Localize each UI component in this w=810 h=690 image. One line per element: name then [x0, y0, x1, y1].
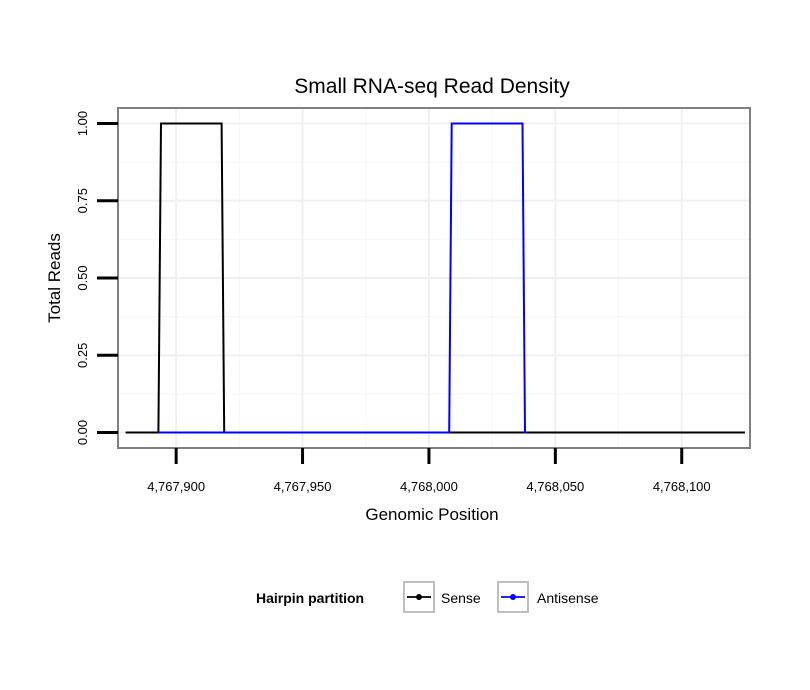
x-tick-label: 4,768,050: [526, 479, 584, 494]
legend-label-antisense: Antisense: [537, 590, 599, 606]
x-axis: 4,767,900 4,767,950 4,768,000 4,768,050 4,76…: [147, 448, 711, 494]
legend-key-point-sense: [416, 594, 422, 600]
y-tick-label: 0.00: [75, 420, 90, 445]
x-tick-label: 4,767,950: [274, 479, 332, 494]
y-tick-label: 0.50: [75, 265, 90, 290]
y-tick-label: 1.00: [75, 111, 90, 136]
plot-panel: [117, 107, 751, 449]
y-tick-label: 0.75: [75, 188, 90, 213]
legend-title: Hairpin partition: [256, 590, 364, 606]
y-axis: 0.00 0.25 0.50 0.75 1.00: [75, 111, 118, 445]
series-layer: [125, 122, 745, 434]
x-tick-label: 4,767,900: [147, 479, 205, 494]
x-tick-label: 4,768,000: [400, 479, 458, 494]
legend-key-point-antisense: [510, 594, 516, 600]
x-axis-title: Genomic Position: [365, 505, 498, 524]
chart-title: Small RNA-seq Read Density: [294, 75, 570, 98]
y-tick-label: 0.25: [75, 343, 90, 368]
x-tick-label: 4,768,100: [653, 479, 711, 494]
legend-entry-antisense: Antisense: [497, 581, 599, 613]
legend: Hairpin partition Sense Antisense: [256, 581, 599, 613]
legend-label-sense: Sense: [441, 590, 481, 606]
y-axis-title: Total Reads: [45, 233, 64, 323]
series-line-antisense: [158, 122, 528, 434]
legend-entry-sense: Sense: [403, 581, 481, 613]
